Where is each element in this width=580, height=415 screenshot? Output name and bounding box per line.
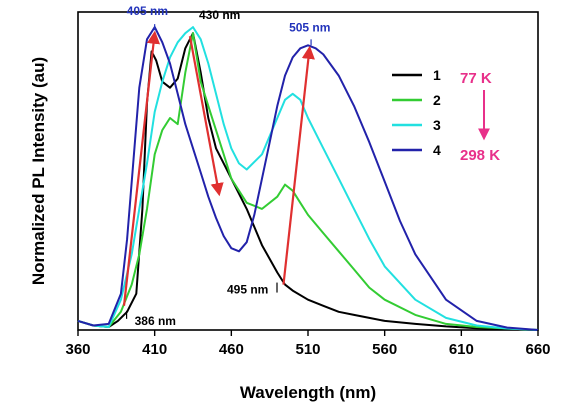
legend-label-1: 1 xyxy=(433,67,441,83)
shift-arrow-3 xyxy=(282,45,315,285)
legend: 1 2 3 4 xyxy=(392,67,441,158)
peak-label-3: 505 nm xyxy=(289,20,330,34)
legend-label-3: 3 xyxy=(433,117,441,133)
peak-label-4: 386 nm xyxy=(135,314,176,328)
x-tick-label-660: 660 xyxy=(525,341,550,358)
x-axis-title: Wavelength (nm) xyxy=(240,383,376,402)
x-tick-label-610: 610 xyxy=(449,341,474,358)
peak-annotations: 405 nm 430 nm 505 nm 386 nm 495 nm xyxy=(125,4,330,328)
x-tick-label-560: 560 xyxy=(372,341,397,358)
shift-arrow-2 xyxy=(188,36,224,197)
series-line-3 xyxy=(77,26,539,331)
peak-label-2: 430 nm xyxy=(199,8,240,22)
series-line-2 xyxy=(77,32,539,331)
x-tick-label-460: 460 xyxy=(219,341,244,358)
legend-label-2: 2 xyxy=(433,92,441,108)
series-line-1 xyxy=(77,32,539,331)
peak-label-1: 405 nm xyxy=(127,4,168,18)
x-tick-label-510: 510 xyxy=(295,341,320,358)
temp-low-label: 298 K xyxy=(460,147,500,164)
x-axis-ticks: 360 410 460 510 560 610 660 xyxy=(65,330,551,358)
temp-high-label: 77 K xyxy=(460,70,492,87)
arrow-layer xyxy=(122,30,315,306)
shift-arrow-1 xyxy=(122,30,161,306)
series-line-4 xyxy=(77,26,539,331)
x-tick-label-360: 360 xyxy=(65,341,90,358)
y-axis-title: Normalized PL Intensity (au) xyxy=(29,57,48,285)
peak-label-5: 495 nm xyxy=(227,283,268,297)
legend-label-4: 4 xyxy=(433,142,441,158)
series-layer xyxy=(77,26,539,331)
x-tick-label-410: 410 xyxy=(142,341,167,358)
